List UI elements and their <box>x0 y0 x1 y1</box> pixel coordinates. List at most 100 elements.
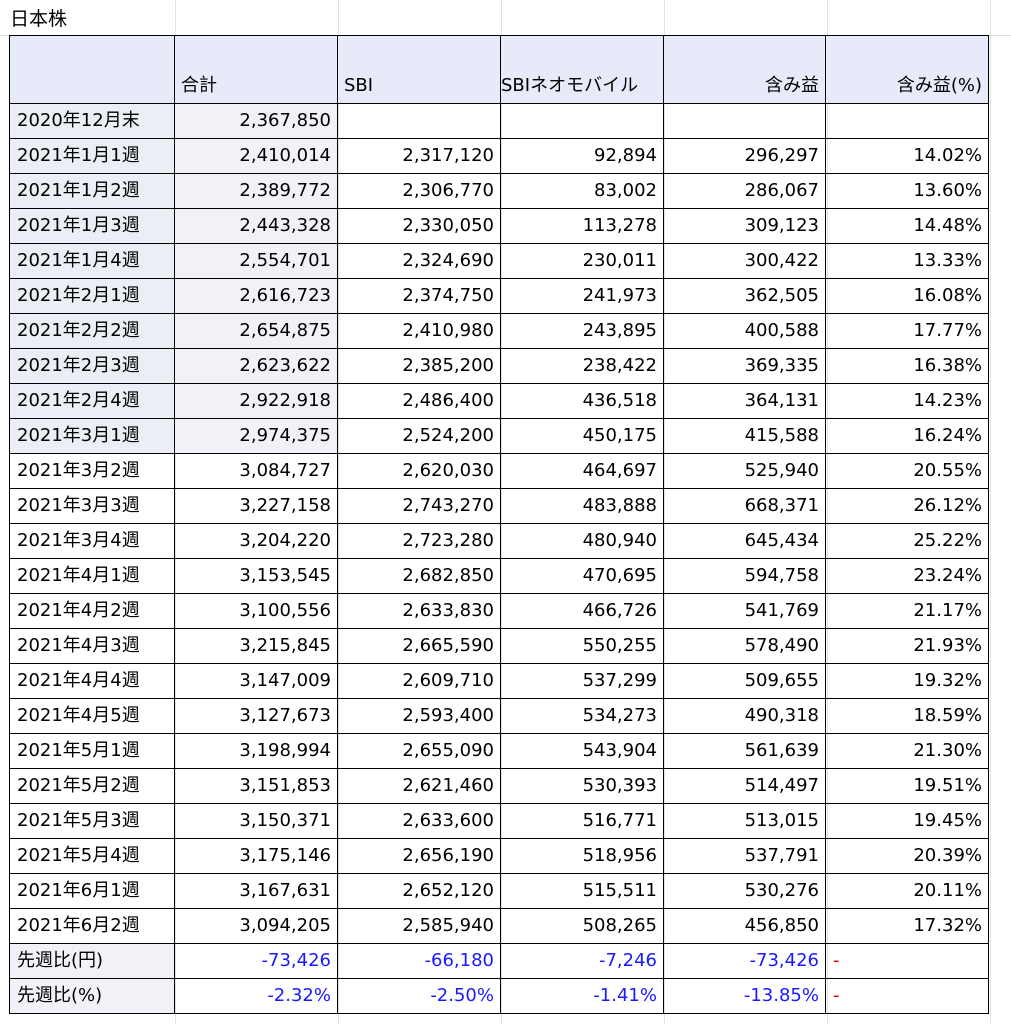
cell-sbi[interactable]: 2,620,030 <box>337 453 501 489</box>
cell-total[interactable]: 3,150,371 <box>174 803 338 839</box>
cell-unrealized-gain-pct[interactable]: 26.12% <box>825 488 989 524</box>
cell-unrealized-gain[interactable]: 362,505 <box>663 278 826 314</box>
cell-sbi[interactable]: 2,652,120 <box>337 873 501 909</box>
cell-date[interactable]: 2021年6月2週 <box>9 908 175 944</box>
header-cell-total[interactable]: 合計 <box>174 35 338 104</box>
cell-unrealized-gain[interactable]: 561,639 <box>663 733 826 769</box>
cell-sbi-neomobile[interactable]: 464,697 <box>500 453 664 489</box>
cell-date[interactable]: 2021年4月1週 <box>9 558 175 594</box>
cell-sbi[interactable]: 2,682,850 <box>337 558 501 594</box>
summary-cell-total[interactable]: -73,426 <box>174 943 338 979</box>
cell-unrealized-gain[interactable]: 490,318 <box>663 698 826 734</box>
cell-date[interactable]: 2021年1月2週 <box>9 173 175 209</box>
cell-sbi-neomobile[interactable]: 515,511 <box>500 873 664 909</box>
cell-total[interactable]: 2,623,622 <box>174 348 338 384</box>
cell-total[interactable]: 2,974,375 <box>174 418 338 454</box>
cell-unrealized-gain-pct[interactable]: 21.17% <box>825 593 989 629</box>
cell-sbi-neomobile[interactable]: 230,011 <box>500 243 664 279</box>
cell-unrealized-gain[interactable]: 525,940 <box>663 453 826 489</box>
cell-unrealized-gain-pct[interactable]: 18.59% <box>825 698 989 734</box>
cell-sbi-neomobile[interactable]: 537,299 <box>500 663 664 699</box>
cell-sbi[interactable]: 2,743,270 <box>337 488 501 524</box>
cell-total[interactable]: 2,367,850 <box>174 103 338 139</box>
cell-date[interactable]: 2021年2月1週 <box>9 278 175 314</box>
cell-date[interactable]: 2021年2月3週 <box>9 348 175 384</box>
cell-sbi[interactable]: 2,317,120 <box>337 138 501 174</box>
cell-unrealized-gain[interactable]: 514,497 <box>663 768 826 804</box>
cell-unrealized-gain-pct[interactable]: 25.22% <box>825 523 989 559</box>
cell-sbi[interactable]: 2,633,600 <box>337 803 501 839</box>
cell-date[interactable]: 2021年1月1週 <box>9 138 175 174</box>
cell-unrealized-gain-pct[interactable]: 21.30% <box>825 733 989 769</box>
cell-sbi[interactable]: 2,486,400 <box>337 383 501 419</box>
summary-cell-sbi-neomobile[interactable]: -1.41% <box>500 978 664 1014</box>
sheet-title-cell[interactable]: 日本株 <box>10 8 68 30</box>
cell-sbi[interactable]: 2,633,830 <box>337 593 501 629</box>
cell-date[interactable]: 2020年12月末 <box>9 103 175 139</box>
cell-sbi[interactable]: 2,330,050 <box>337 208 501 244</box>
cell-sbi-neomobile[interactable]: 243,895 <box>500 313 664 349</box>
cell-total[interactable]: 3,153,545 <box>174 558 338 594</box>
cell-sbi-neomobile[interactable]: 450,175 <box>500 418 664 454</box>
cell-unrealized-gain-pct[interactable]: 14.48% <box>825 208 989 244</box>
cell-sbi[interactable]: 2,609,710 <box>337 663 501 699</box>
cell-total[interactable]: 3,175,146 <box>174 838 338 874</box>
cell-unrealized-gain-pct[interactable]: 14.02% <box>825 138 989 174</box>
cell-unrealized-gain-pct[interactable]: 17.77% <box>825 313 989 349</box>
cell-sbi[interactable]: 2,656,190 <box>337 838 501 874</box>
cell-total[interactable]: 3,100,556 <box>174 593 338 629</box>
cell-unrealized-gain-pct[interactable]: 21.93% <box>825 628 989 664</box>
cell-sbi[interactable]: 2,723,280 <box>337 523 501 559</box>
cell-sbi-neomobile[interactable] <box>500 103 664 139</box>
cell-unrealized-gain[interactable]: 415,588 <box>663 418 826 454</box>
summary-cell-unrealized-gain-pct[interactable]: - <box>825 978 989 1014</box>
cell-sbi[interactable] <box>337 103 501 139</box>
cell-date[interactable]: 2021年3月2週 <box>9 453 175 489</box>
cell-sbi-neomobile[interactable]: 92,894 <box>500 138 664 174</box>
cell-sbi-neomobile[interactable]: 543,904 <box>500 733 664 769</box>
cell-unrealized-gain[interactable]: 296,297 <box>663 138 826 174</box>
cell-sbi-neomobile[interactable]: 83,002 <box>500 173 664 209</box>
cell-total[interactable]: 3,198,994 <box>174 733 338 769</box>
summary-cell-unrealized-gain[interactable]: -73,426 <box>663 943 826 979</box>
cell-sbi-neomobile[interactable]: 470,695 <box>500 558 664 594</box>
cell-date[interactable]: 2021年5月1週 <box>9 733 175 769</box>
cell-sbi[interactable]: 2,410,980 <box>337 313 501 349</box>
cell-date[interactable]: 2021年6月1週 <box>9 873 175 909</box>
cell-date[interactable]: 2021年5月4週 <box>9 838 175 874</box>
cell-unrealized-gain[interactable]: 309,123 <box>663 208 826 244</box>
cell-date[interactable]: 2021年3月3週 <box>9 488 175 524</box>
cell-date[interactable]: 2021年2月2週 <box>9 313 175 349</box>
cell-sbi-neomobile[interactable]: 518,956 <box>500 838 664 874</box>
cell-unrealized-gain[interactable]: 369,335 <box>663 348 826 384</box>
cell-unrealized-gain[interactable]: 530,276 <box>663 873 826 909</box>
summary-cell-date[interactable]: 先週比(円) <box>9 943 175 979</box>
cell-sbi[interactable]: 2,621,460 <box>337 768 501 804</box>
cell-total[interactable]: 2,410,014 <box>174 138 338 174</box>
summary-cell-unrealized-gain[interactable]: -13.85% <box>663 978 826 1014</box>
cell-sbi-neomobile[interactable]: 480,940 <box>500 523 664 559</box>
cell-unrealized-gain[interactable]: 513,015 <box>663 803 826 839</box>
header-cell-date[interactable] <box>9 35 175 104</box>
cell-sbi-neomobile[interactable]: 466,726 <box>500 593 664 629</box>
cell-date[interactable]: 2021年4月4週 <box>9 663 175 699</box>
cell-date[interactable]: 2021年3月1週 <box>9 418 175 454</box>
cell-date[interactable]: 2021年4月3週 <box>9 628 175 664</box>
cell-sbi[interactable]: 2,306,770 <box>337 173 501 209</box>
cell-total[interactable]: 3,204,220 <box>174 523 338 559</box>
cell-total[interactable]: 2,654,875 <box>174 313 338 349</box>
cell-total[interactable]: 3,215,845 <box>174 628 338 664</box>
cell-unrealized-gain[interactable]: 645,434 <box>663 523 826 559</box>
cell-unrealized-gain[interactable]: 400,588 <box>663 313 826 349</box>
cell-unrealized-gain-pct[interactable]: 19.45% <box>825 803 989 839</box>
cell-total[interactable]: 3,127,673 <box>174 698 338 734</box>
cell-total[interactable]: 3,227,158 <box>174 488 338 524</box>
cell-sbi-neomobile[interactable]: 508,265 <box>500 908 664 944</box>
cell-date[interactable]: 2021年1月4週 <box>9 243 175 279</box>
cell-sbi[interactable]: 2,324,690 <box>337 243 501 279</box>
cell-total[interactable]: 2,443,328 <box>174 208 338 244</box>
cell-unrealized-gain[interactable]: 594,758 <box>663 558 826 594</box>
cell-sbi[interactable]: 2,524,200 <box>337 418 501 454</box>
cell-unrealized-gain-pct[interactable]: 16.08% <box>825 278 989 314</box>
cell-sbi[interactable]: 2,385,200 <box>337 348 501 384</box>
